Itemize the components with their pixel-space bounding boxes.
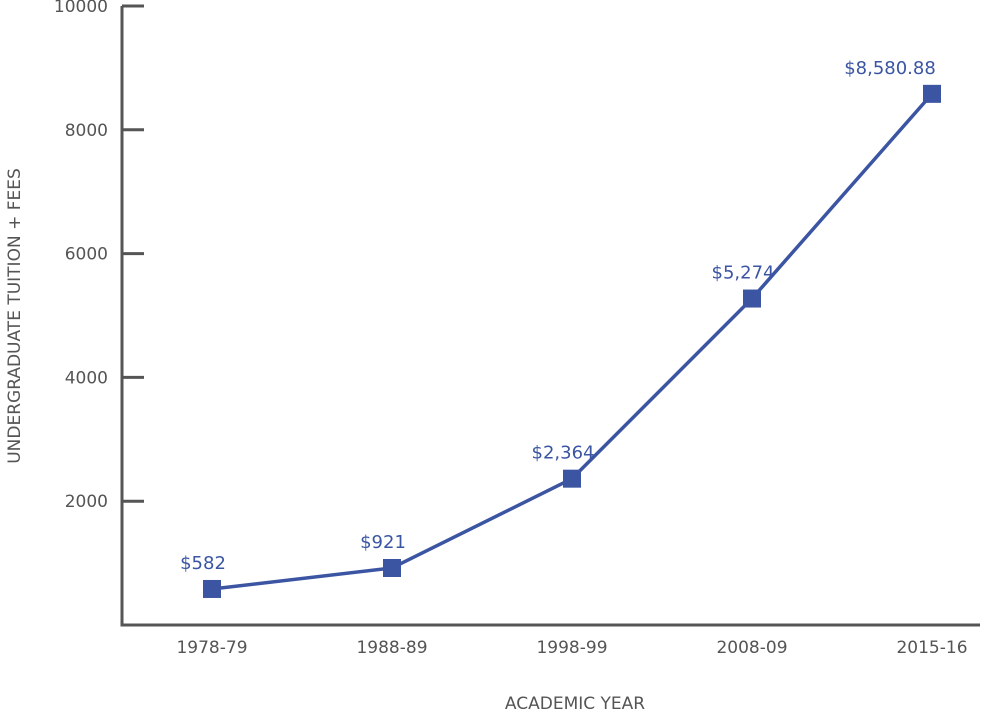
- y-tick-label: 10000: [54, 0, 108, 17]
- x-tick-label: 1998-99: [536, 638, 607, 658]
- y-tick-label: 8000: [65, 121, 108, 141]
- data-point-marker: [383, 558, 401, 577]
- data-label: $582: [180, 553, 226, 574]
- series: [203, 84, 941, 598]
- data-point-marker: [923, 84, 941, 103]
- y-tick-label: 2000: [65, 492, 108, 512]
- data-label: $2,364: [532, 443, 595, 464]
- series-line: [211, 92, 934, 591]
- data-label: $921: [360, 532, 406, 553]
- data-point-marker: [203, 579, 221, 598]
- data-label: $5,274: [712, 263, 775, 284]
- y-tick-label: 6000: [65, 245, 108, 265]
- y-tick-label: 4000: [65, 368, 108, 388]
- x-tick-label: 2008-09: [716, 638, 787, 658]
- x-tick-label: 1978-79: [176, 638, 247, 658]
- x-tick-label: 2015-16: [896, 638, 967, 658]
- data-point-marker: [563, 469, 581, 488]
- x-tick-label: 1988-89: [356, 638, 427, 658]
- axes: [120, 4, 980, 627]
- y-axis-title: UNDERGRADUATE TUITION + FEES: [5, 168, 25, 464]
- x-axis-title: ACADEMIC YEAR: [505, 694, 645, 714]
- tick-labels: 2000 4000 6000 8000 10000 1978-79 1988-89 1998-…: [54, 0, 968, 658]
- data-point-marker: [743, 289, 761, 308]
- data-labels: $582 $921 $2,364 $5,274 $8,580.88: [180, 58, 936, 574]
- data-label: $8,580.88: [844, 58, 936, 79]
